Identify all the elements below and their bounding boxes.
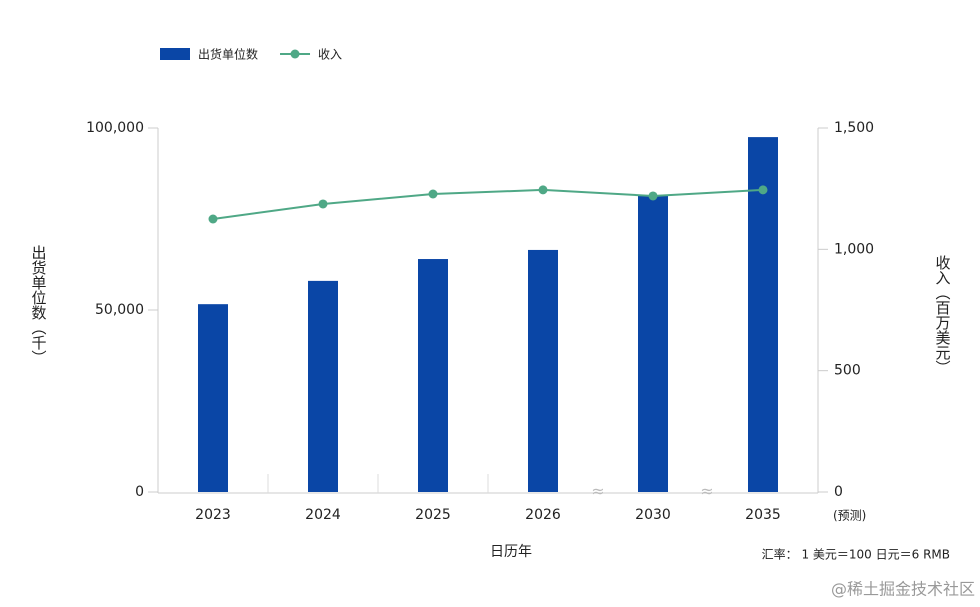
x-tick-label: 2035 bbox=[745, 507, 781, 523]
point bbox=[538, 185, 548, 195]
footnote: 汇率： 1 美元＝100 日元＝6 RMB bbox=[762, 547, 950, 562]
x-tick-label: 2024 bbox=[305, 507, 341, 523]
x-axis-title: 日历年 bbox=[490, 544, 532, 560]
forecast-note: (预测) bbox=[833, 509, 866, 523]
point bbox=[428, 189, 438, 199]
legend-label: 收入 bbox=[318, 48, 342, 62]
point bbox=[758, 185, 768, 195]
y-tick-label: 100,000 bbox=[86, 120, 144, 136]
bar bbox=[418, 259, 448, 492]
bar bbox=[528, 249, 558, 492]
y2-tick-label: 1,000 bbox=[834, 241, 874, 257]
line bbox=[212, 188, 764, 220]
legend-swatch bbox=[290, 49, 300, 59]
y-tick-label: 0 bbox=[135, 484, 144, 500]
y2-axis-title: 收入（百万美元） bbox=[934, 255, 952, 375]
bar bbox=[308, 280, 338, 492]
watermark: @稀土掘金技术社区 bbox=[831, 580, 975, 599]
y2-tick-label: 500 bbox=[834, 363, 861, 379]
bar bbox=[198, 304, 228, 492]
axis-break: ≈ bbox=[700, 482, 713, 501]
y-axis-title: 出货单位数（千） bbox=[30, 245, 48, 365]
y2-tick-label: 0 bbox=[834, 484, 843, 500]
y-tick-label: 50,000 bbox=[95, 302, 144, 318]
bar bbox=[638, 194, 668, 492]
point bbox=[318, 199, 328, 209]
x-tick-label: 2026 bbox=[525, 507, 561, 523]
point bbox=[208, 214, 218, 224]
legend-swatch bbox=[160, 48, 190, 60]
x-tick-label: 2023 bbox=[195, 507, 231, 523]
point bbox=[648, 191, 658, 201]
legend-label: 出货单位数 bbox=[198, 47, 258, 62]
x-tick-label: 2025 bbox=[415, 507, 451, 523]
y2-tick-label: 1,500 bbox=[834, 120, 874, 136]
axis-break: ≈ bbox=[591, 482, 604, 501]
bar bbox=[748, 137, 778, 492]
x-tick-label: 2030 bbox=[635, 507, 671, 523]
